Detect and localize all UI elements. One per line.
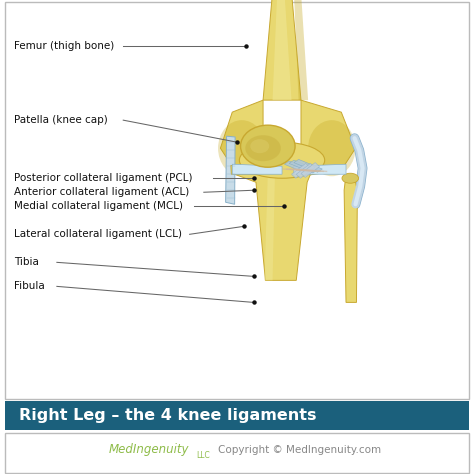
Text: Medial collateral ligament (MCL): Medial collateral ligament (MCL) — [14, 201, 183, 211]
Polygon shape — [226, 136, 235, 204]
Polygon shape — [294, 164, 346, 174]
Polygon shape — [294, 159, 322, 172]
Polygon shape — [220, 100, 263, 176]
Polygon shape — [301, 100, 356, 176]
Polygon shape — [263, 0, 301, 100]
Ellipse shape — [246, 135, 281, 161]
Polygon shape — [296, 164, 315, 178]
Text: Anterior collateral ligament (ACL): Anterior collateral ligament (ACL) — [14, 187, 190, 197]
Ellipse shape — [240, 125, 295, 167]
Polygon shape — [344, 182, 357, 302]
Polygon shape — [264, 174, 275, 281]
Text: LLC: LLC — [197, 451, 210, 460]
Ellipse shape — [218, 120, 265, 176]
Polygon shape — [289, 160, 318, 173]
Polygon shape — [301, 163, 319, 177]
Polygon shape — [235, 174, 310, 281]
Polygon shape — [284, 161, 313, 174]
Polygon shape — [294, 0, 308, 100]
Text: Fibula: Fibula — [14, 282, 45, 292]
Ellipse shape — [308, 120, 356, 176]
Text: Patella (knee cap): Patella (knee cap) — [14, 115, 108, 125]
Text: Right Leg – the 4 knee ligaments: Right Leg – the 4 knee ligaments — [19, 408, 317, 423]
Ellipse shape — [342, 173, 358, 183]
Text: MedIngenuity: MedIngenuity — [109, 443, 190, 456]
Text: Tibia: Tibia — [14, 257, 39, 267]
Polygon shape — [231, 165, 314, 174]
Ellipse shape — [239, 142, 325, 178]
Polygon shape — [273, 0, 292, 100]
Polygon shape — [292, 164, 310, 178]
Text: Posterior collateral ligament (PCL): Posterior collateral ligament (PCL) — [14, 173, 193, 183]
Text: Copyright © MedIngenuity.com: Copyright © MedIngenuity.com — [218, 445, 381, 455]
Polygon shape — [258, 150, 308, 176]
Polygon shape — [232, 164, 282, 174]
Text: Lateral collateral ligament (LCL): Lateral collateral ligament (LCL) — [14, 229, 182, 239]
Text: Femur (thigh bone): Femur (thigh bone) — [14, 41, 114, 51]
Ellipse shape — [250, 139, 269, 153]
